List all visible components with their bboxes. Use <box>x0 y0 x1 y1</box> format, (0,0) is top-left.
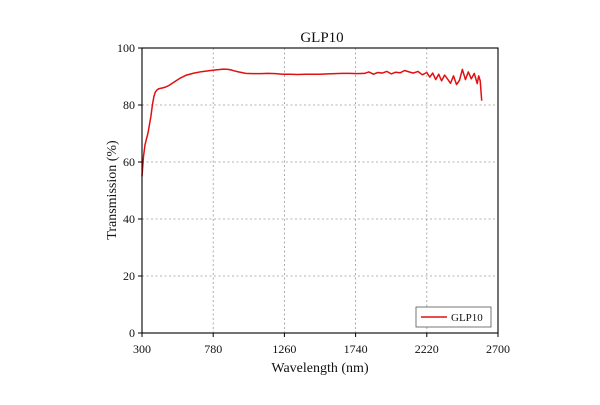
x-tick-label: 1740 <box>344 342 368 356</box>
legend-label-glp10: GLP10 <box>451 312 483 324</box>
x-axis-label: Wavelength (nm) <box>271 361 369 376</box>
x-tick-label: 2220 <box>415 342 439 356</box>
y-tick-label: 0 <box>129 326 135 340</box>
y-axis-label: Transmission (%) <box>105 140 120 240</box>
series-layer <box>141 68 483 177</box>
y-tick-label: 100 <box>117 41 135 55</box>
x-tick-label: 780 <box>204 342 222 356</box>
plot-frame <box>141 47 499 334</box>
y-tick-label: 20 <box>123 269 135 283</box>
legend: GLP10 <box>415 306 492 328</box>
y-tick-label: 40 <box>123 212 135 226</box>
series-line-glp10 <box>141 68 483 177</box>
x-tick-label: 300 <box>133 342 151 356</box>
x-tick-label: 2700 <box>486 342 510 356</box>
x-tick-label: 1260 <box>272 342 296 356</box>
legend-box <box>415 306 492 328</box>
y-tick-label: 80 <box>123 98 135 112</box>
axis-ticks: 300 780 1260 1740 2220 2700 0 20 40 60 80 100 <box>117 41 510 356</box>
chart-title: GLP10 <box>300 30 343 46</box>
y-tick-label: 60 <box>123 155 135 169</box>
grid-lines <box>142 48 498 333</box>
